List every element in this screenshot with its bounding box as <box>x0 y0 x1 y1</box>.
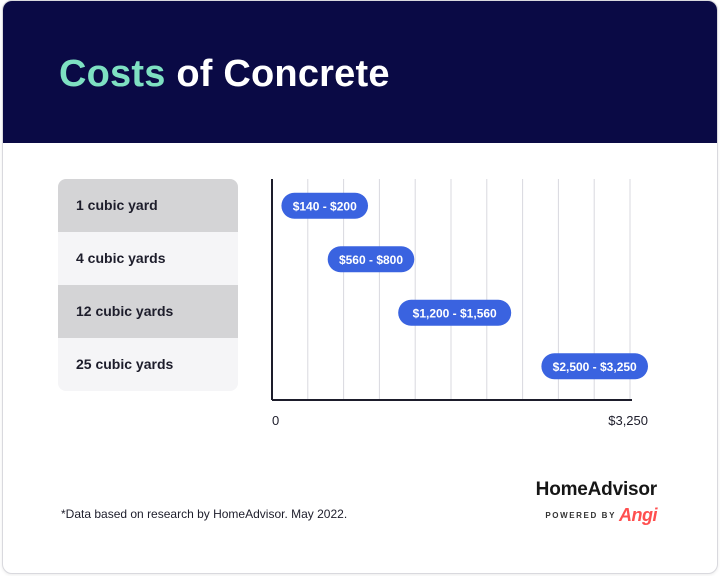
brand-logo: HomeAdvisor POWERED BY Angi <box>535 479 658 526</box>
title-accent: Costs <box>59 53 166 95</box>
bar-value-label: $560 - $800 <box>339 253 403 267</box>
brand-subline: POWERED BY Angi <box>536 505 657 526</box>
category-label: 1 cubic yard <box>58 179 238 232</box>
bar-value-label: $140 - $200 <box>293 199 357 213</box>
range-bar <box>281 192 369 219</box>
range-bar <box>541 353 648 380</box>
category-list: 1 cubic yard 4 cubic yards 12 cubic yards 2… <box>58 179 238 391</box>
footnote: *Data based on research by HomeAdvisor. … <box>61 507 348 521</box>
bar-value-label: $2,500 - $3,250 <box>553 360 637 374</box>
title-rest: of Concrete <box>165 53 390 95</box>
bar-value-label: $1,200 - $1,560 <box>413 306 497 320</box>
category-label: 12 cubic yards <box>58 285 238 338</box>
x-tick-label: $3,250 <box>608 413 648 428</box>
cost-range-chart: $140 - $200 $560 - $800 $1,200 - $1,560 $2,… <box>271 179 648 428</box>
range-bar <box>398 299 512 326</box>
x-tick-label: 0 <box>272 413 279 428</box>
brand-powered-by: POWERED BY <box>545 511 616 520</box>
brand-angi: Angi <box>619 505 658 525</box>
category-label: 25 cubic yards <box>58 338 238 391</box>
range-bar <box>327 246 415 273</box>
category-label: 4 cubic yards <box>58 232 238 285</box>
brand-name: HomeAdvisor <box>535 479 658 500</box>
page-title: Costs of Concrete <box>59 53 390 96</box>
header-banner: Costs of Concrete <box>3 1 717 143</box>
